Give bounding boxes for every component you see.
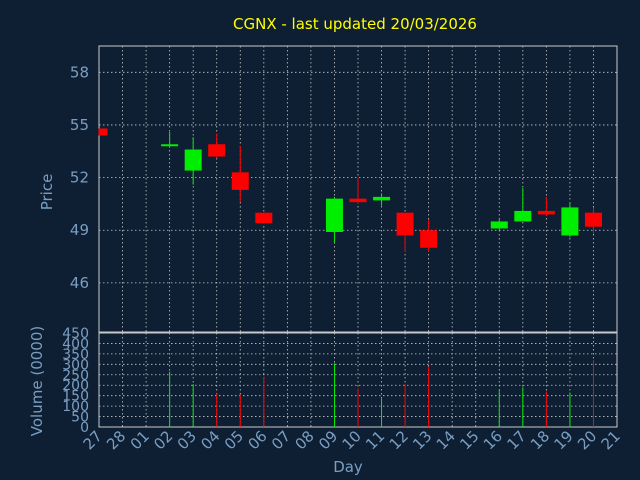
candle <box>584 207 602 234</box>
candle-body <box>99 128 108 136</box>
x-tick-label: 12 <box>386 427 412 453</box>
candle-body <box>325 198 343 232</box>
candle <box>537 196 555 217</box>
candle <box>161 131 179 148</box>
volume-tick-label: 300 <box>62 357 89 373</box>
price-tick-label: 49 <box>70 221 89 239</box>
x-tick-label: 11 <box>362 427 388 453</box>
candle-body <box>584 212 602 227</box>
x-tick-label: 14 <box>433 427 459 453</box>
candle-body <box>184 149 202 171</box>
candle <box>490 219 508 231</box>
candle-body <box>396 212 414 236</box>
candle <box>255 212 273 224</box>
x-tick-label: 03 <box>174 427 200 453</box>
price-tick-label: 58 <box>70 63 89 81</box>
x-tick-label: 02 <box>150 427 176 453</box>
candle <box>98 128 108 136</box>
candle <box>420 219 438 252</box>
x-tick-label: 28 <box>103 427 129 453</box>
volume-tick-label: 400 <box>62 336 89 352</box>
x-tick-label: 13 <box>409 427 435 453</box>
price-tick-label: 46 <box>70 274 89 292</box>
price-frame <box>98 45 618 333</box>
x-tick-label: 01 <box>127 427 153 453</box>
volume-tick-label: 150 <box>62 389 89 405</box>
candle <box>396 212 414 252</box>
x-tick-label: 16 <box>480 427 506 453</box>
candle-body <box>231 172 249 190</box>
candle <box>184 137 202 185</box>
x-tick-label: 07 <box>268 427 294 453</box>
volume-tick-label: 350 <box>62 347 89 363</box>
candle-body <box>514 210 532 222</box>
volume-tick-label: 250 <box>62 368 89 384</box>
candle-body <box>490 221 508 229</box>
volume-tick-label: 450 <box>62 326 89 342</box>
x-tick-label: 20 <box>574 427 600 453</box>
candle <box>231 146 249 203</box>
volume-axis-label: Volume (0000) <box>28 326 46 436</box>
x-tick-label: 05 <box>221 427 247 453</box>
candle <box>514 188 532 222</box>
x-axis-label: Day <box>333 458 363 476</box>
candle-body <box>537 210 555 215</box>
price-axis-label: Price <box>38 174 56 211</box>
candle <box>373 193 391 206</box>
x-tick-label: 21 <box>598 427 624 453</box>
candle-body <box>161 144 179 147</box>
candle-body <box>349 198 367 203</box>
candle-body <box>420 230 438 248</box>
x-tick-label: 08 <box>292 427 318 453</box>
x-tick-label: 09 <box>315 427 341 453</box>
volume-tick-label: 100 <box>62 399 89 415</box>
x-tick-label: 18 <box>527 427 553 453</box>
candle-body <box>561 207 579 236</box>
x-axis: 2728010203040506070809101112131415161718… <box>80 427 624 453</box>
candle-body <box>373 196 391 201</box>
x-tick-label: 19 <box>551 427 577 453</box>
x-tick-label: 06 <box>244 427 270 453</box>
x-tick-label: 17 <box>503 427 529 453</box>
x-tick-label: 15 <box>456 427 482 453</box>
x-tick-label: 04 <box>197 427 223 453</box>
candle <box>349 177 367 204</box>
price-panel: 46 49 52 55 58 <box>70 45 618 333</box>
price-tick-label: 55 <box>70 116 89 134</box>
volume-tick-label: 200 <box>62 378 89 394</box>
candle <box>208 133 226 159</box>
candle-body <box>208 144 226 157</box>
volume-tick-label: 50 <box>71 410 89 426</box>
price-tick-label: 52 <box>70 169 89 187</box>
candle-body <box>255 212 273 224</box>
candle <box>325 196 343 243</box>
chart-title: CGNX - last updated 20/03/2026 <box>233 15 477 33</box>
volume-tick-label: 0 <box>80 420 89 436</box>
x-tick-label: 10 <box>339 427 365 453</box>
candle <box>561 202 579 238</box>
